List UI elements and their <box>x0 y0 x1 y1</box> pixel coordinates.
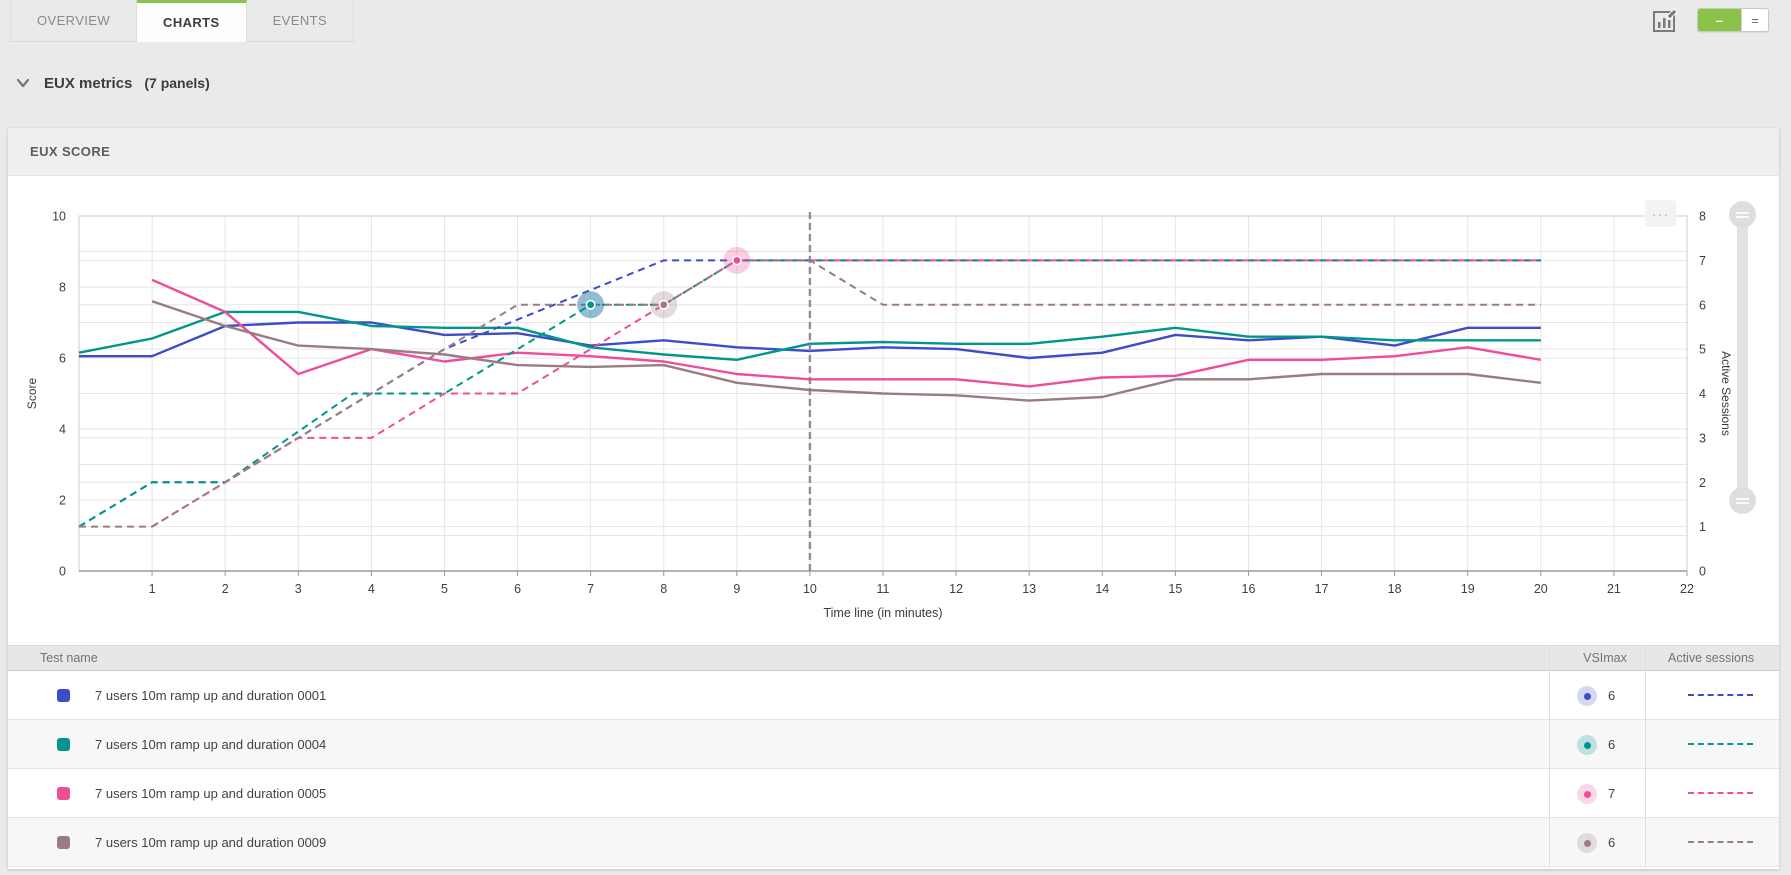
vsimax-cell: 6 <box>1568 818 1648 867</box>
layout-toggle: – = <box>1697 8 1769 32</box>
vsimax-cell: 7 <box>1568 769 1648 818</box>
col-header-active-sessions: Active sessions <box>1668 651 1755 665</box>
sessions-axis-range-slider[interactable] <box>1737 214 1748 500</box>
col-header-vsimax: VSImax <box>1583 651 1627 665</box>
active-sessions-line-sample <box>1688 792 1753 794</box>
tab-bar: OVERVIEW CHARTS EVENTS <box>10 0 355 42</box>
table-body: 7 users 10m ramp up and duration 0001 6 7 … <box>8 671 1779 867</box>
series-color-swatch <box>57 689 70 702</box>
col-header-test-name: Test name <box>40 651 98 665</box>
column-divider <box>1645 645 1646 867</box>
range-slider-bottom-handle[interactable] <box>1729 487 1756 514</box>
vsimax-marker-dot <box>1583 839 1591 847</box>
table-row[interactable]: 7 users 10m ramp up and duration 0009 6 <box>8 818 1779 867</box>
chart-edit-icon <box>1653 8 1678 32</box>
table-row[interactable]: 7 users 10m ramp up and duration 0004 6 <box>8 720 1779 769</box>
tab-events[interactable]: EVENTS <box>246 0 355 42</box>
tests-table: Test name VSImax Active sessions 7 users… <box>8 645 1779 867</box>
tab-charts[interactable]: CHARTS <box>137 0 247 42</box>
chevron-down-icon[interactable] <box>10 70 36 96</box>
tab-overview[interactable]: OVERVIEW <box>10 0 138 42</box>
section-panel-count: (7 panels) <box>144 75 210 91</box>
panel-title: EUX SCORE <box>30 144 111 159</box>
active-sessions-line-sample <box>1688 841 1753 843</box>
series-color-swatch <box>57 738 70 751</box>
vsimax-cell: 6 <box>1568 720 1648 769</box>
test-name: 7 users 10m ramp up and duration 0004 <box>95 737 327 752</box>
column-divider <box>1549 645 1550 867</box>
layout-two-column-button[interactable]: = <box>1741 9 1768 31</box>
table-header-row: Test name VSImax Active sessions <box>8 645 1779 671</box>
vsimax-cell: 6 <box>1568 671 1648 720</box>
vsimax-value: 7 <box>1608 786 1616 801</box>
series-color-swatch <box>57 836 70 849</box>
table-row[interactable]: 7 users 10m ramp up and duration 0001 6 <box>8 671 1779 720</box>
vsimax-value: 6 <box>1608 737 1616 752</box>
test-name: 7 users 10m ramp up and duration 0009 <box>95 835 327 850</box>
vsimax-value: 6 <box>1608 835 1616 850</box>
active-sessions-line-sample <box>1688 743 1753 745</box>
vsimax-marker-dot <box>1583 790 1591 798</box>
test-name: 7 users 10m ramp up and duration 0001 <box>95 688 327 703</box>
section-title: EUX metrics <box>44 74 133 92</box>
active-sessions-line-sample <box>1688 694 1753 696</box>
vsimax-marker-dot <box>1583 692 1591 700</box>
chart-context-menu-button[interactable]: ··· <box>1645 200 1676 227</box>
eux-metrics-section-header: EUX metrics (7 panels) <box>10 68 210 98</box>
series-color-swatch <box>57 787 70 800</box>
layout-single-column-button[interactable]: – <box>1698 9 1741 31</box>
vsimax-value: 6 <box>1608 688 1616 703</box>
vsimax-marker-dot <box>1583 741 1591 749</box>
range-slider-top-handle[interactable] <box>1729 201 1756 228</box>
table-row[interactable]: 7 users 10m ramp up and duration 0005 7 <box>8 769 1779 818</box>
test-name: 7 users 10m ramp up and duration 0005 <box>95 786 327 801</box>
edit-chart-button[interactable] <box>1650 6 1680 36</box>
panel-header: EUX SCORE <box>8 128 1779 176</box>
